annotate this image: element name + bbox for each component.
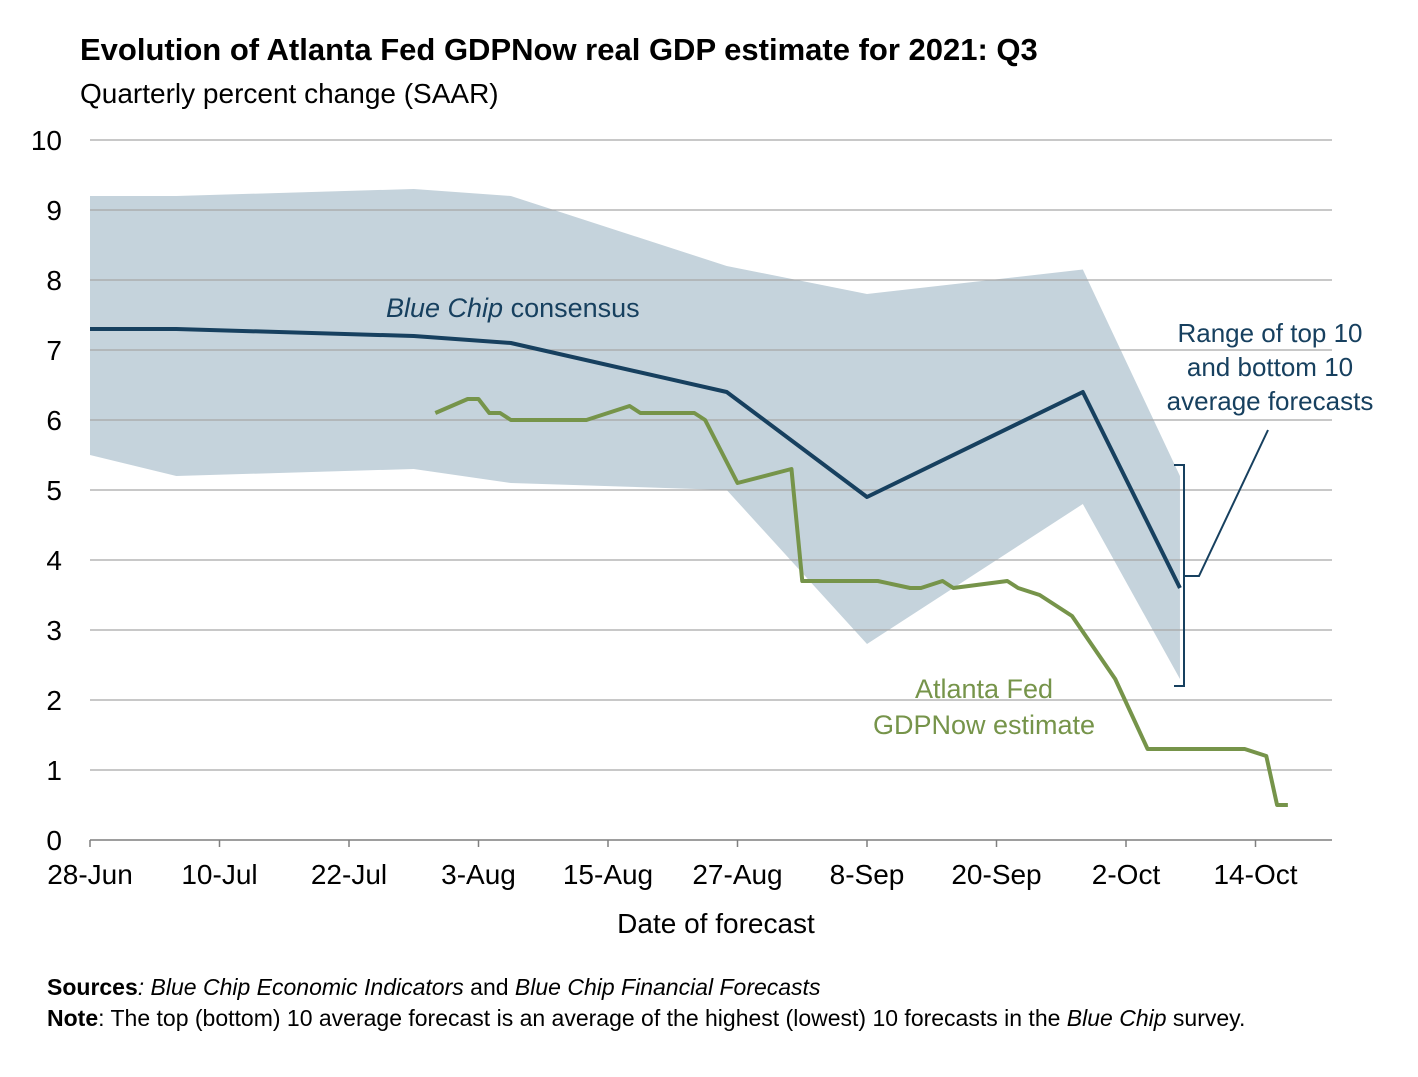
- note-text-1: : The top (bottom) 10 average forecast i…: [98, 1005, 1067, 1031]
- gdpnow-estimate-line: [434, 397, 1288, 807]
- y-tick-label: 9: [46, 195, 62, 226]
- chart-title: Evolution of Atlanta Fed GDPNow real GDP…: [80, 32, 1038, 67]
- sources-and: and: [463, 974, 515, 1000]
- range-label-line2: and bottom 10: [1187, 352, 1353, 382]
- x-tick-label: 14-Oct: [1213, 859, 1297, 890]
- y-tick-label: 8: [46, 265, 62, 296]
- sources-line: Sources: Blue Chip Economic Indicators a…: [47, 972, 1347, 1003]
- range-label-line3: average forecasts: [1167, 386, 1374, 416]
- note-label: Note: [47, 1005, 99, 1031]
- range-label-line1: Range of top 10: [1177, 318, 1362, 348]
- x-tick-label: 20-Sep: [951, 859, 1041, 890]
- y-tick-label: 3: [46, 615, 62, 646]
- y-tick-label: 0: [46, 825, 62, 856]
- range-band-layer: [90, 189, 1180, 679]
- line-chart: 0 1 2 3 4 5 6 7 8 9 10 28-Jun 10-Jul 22-Jul 3-Aug 15-A…: [31, 125, 1374, 939]
- x-tick-label: 10-Jul: [181, 859, 257, 890]
- y-tick-label: 4: [46, 545, 62, 576]
- note-italic: Blue Chip: [1066, 1005, 1167, 1031]
- y-axis-ticks: 0 1 2 3 4 5 6 7 8 9 10: [31, 125, 62, 856]
- x-tick-label: 3-Aug: [441, 859, 516, 890]
- sources-label: Sources: [47, 974, 138, 1000]
- y-tick-label: 2: [46, 685, 62, 716]
- x-tick-label: 8-Sep: [830, 859, 905, 890]
- x-tick-label: 28-Jun: [47, 859, 133, 890]
- gridlines: [90, 139, 1332, 771]
- atlanta-label-line2: GDPNow estimate: [873, 710, 1095, 740]
- series-layer: [90, 327, 1288, 807]
- y-tick-label: 6: [46, 405, 62, 436]
- range-pointer: [1184, 429, 1269, 577]
- y-tick-label: 10: [31, 125, 62, 156]
- y-tick-label: 7: [46, 335, 62, 366]
- range-band: [90, 189, 1180, 679]
- y-tick-label: 1: [46, 755, 62, 786]
- bluechip-consensus-line: [90, 327, 1182, 589]
- sources-colon: :: [137, 974, 151, 1000]
- x-tick-label: 22-Jul: [311, 859, 387, 890]
- note-text-2: survey.: [1166, 1005, 1246, 1031]
- x-tick-label: 27-Aug: [692, 859, 782, 890]
- chart-footer: Sources: Blue Chip Economic Indicators a…: [47, 972, 1347, 1034]
- y-tick-label: 5: [46, 475, 62, 506]
- x-tick-label: 15-Aug: [563, 859, 653, 890]
- bluechip-label-rest: consensus: [503, 293, 640, 323]
- sources-publication-2: Blue Chip Financial Forecasts: [514, 974, 821, 1000]
- atlanta-label-line1: Atlanta Fed: [915, 674, 1053, 704]
- x-axis-label: Date of forecast: [617, 908, 815, 939]
- x-axis-ticks: 28-Jun 10-Jul 22-Jul 3-Aug 15-Aug 27-Aug 8-Sep…: [47, 840, 1298, 890]
- bluechip-label-italic: Blue Chip: [386, 293, 503, 323]
- x-tick-label: 2-Oct: [1092, 859, 1161, 890]
- bluechip-label: Blue Chip consensus: [386, 293, 640, 323]
- sources-publication-1: Blue Chip Economic Indicators: [150, 974, 464, 1000]
- chart-subtitle: Quarterly percent change (SAAR): [80, 78, 499, 109]
- note-line: Note: The top (bottom) 10 average foreca…: [47, 1003, 1347, 1034]
